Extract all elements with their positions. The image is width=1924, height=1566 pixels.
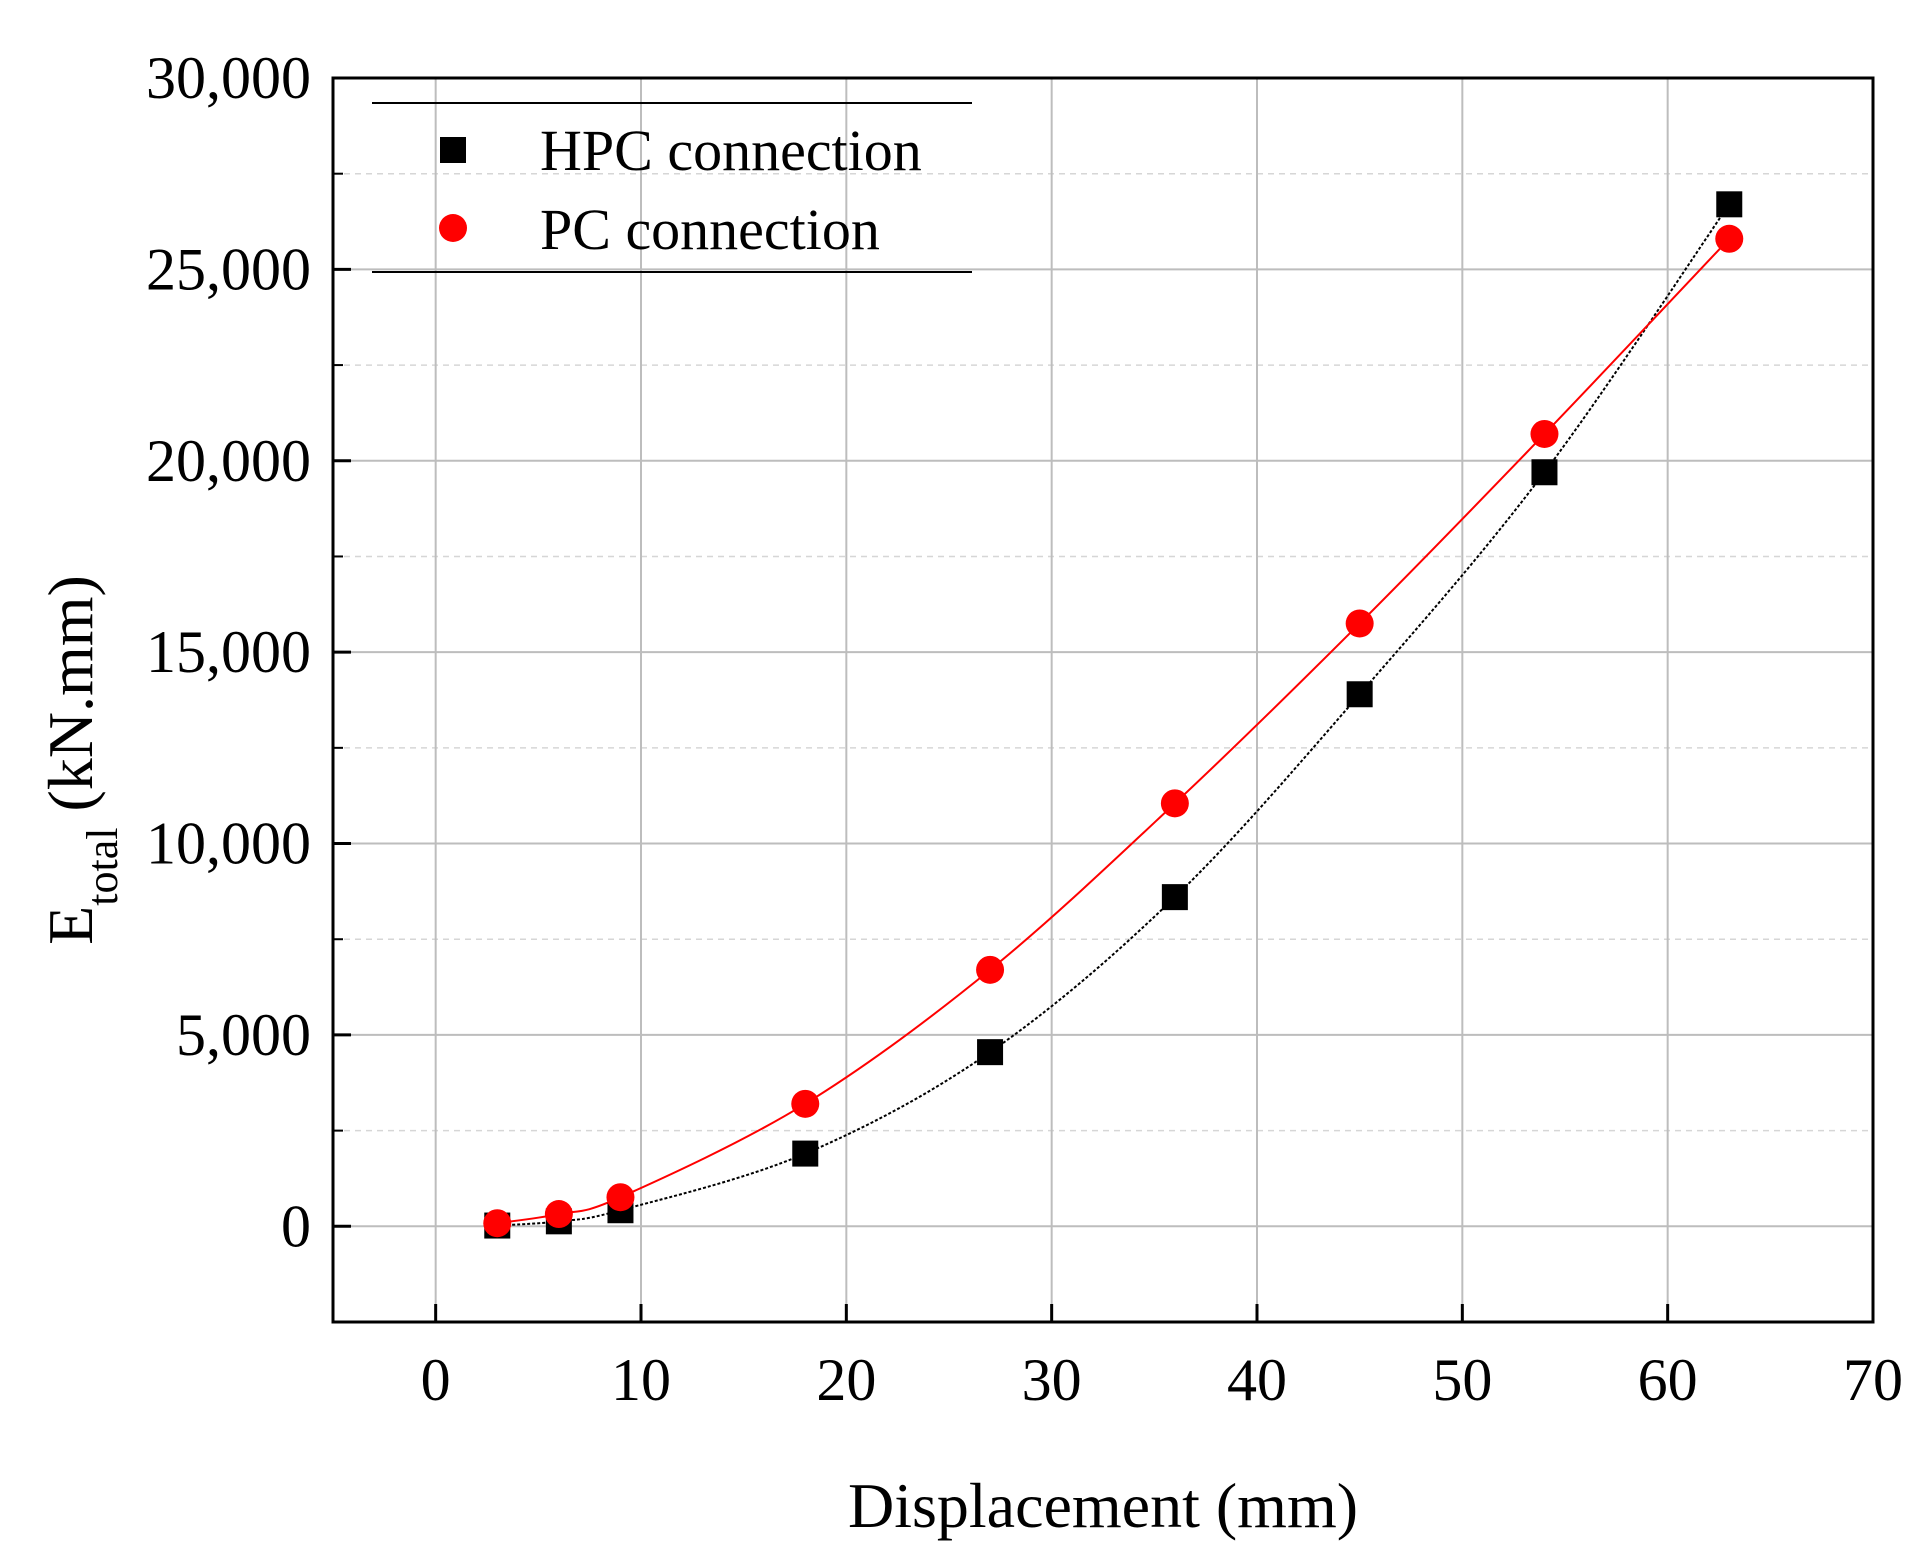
x-axis-title: Displacement (mm) bbox=[848, 1470, 1358, 1541]
legend-label-pc: PC connection bbox=[540, 197, 880, 262]
series-lines bbox=[497, 203, 1731, 1227]
x-tick-label: 0 bbox=[421, 1347, 451, 1413]
y-tick-label: 30,000 bbox=[146, 45, 311, 111]
x-tick-label: 40 bbox=[1227, 1347, 1287, 1413]
y-axis-title-unit: (kN.mm) bbox=[35, 575, 106, 827]
legend-label-hpc: HPC connection bbox=[540, 118, 922, 183]
data-point-hpc bbox=[1161, 884, 1188, 911]
svg-text:Etotal (kN.mm): Etotal (kN.mm) bbox=[35, 575, 127, 945]
data-point-pc bbox=[1715, 224, 1744, 253]
data-point-pc bbox=[976, 955, 1005, 984]
y-axis-title-main: E bbox=[35, 906, 106, 945]
legend-marker-pc-circle bbox=[439, 214, 467, 242]
data-point-pc bbox=[791, 1089, 820, 1118]
y-tick-label: 10,000 bbox=[146, 811, 311, 877]
x-tick-label: 20 bbox=[816, 1347, 876, 1413]
legend-marker-hpc-square bbox=[440, 137, 466, 163]
data-point-pc bbox=[483, 1209, 512, 1238]
series-line-pc bbox=[497, 238, 1730, 1225]
y-axis-title-subscript: total bbox=[78, 828, 127, 906]
y-tick-label: 5,000 bbox=[176, 1002, 311, 1068]
x-tick-label: 50 bbox=[1432, 1347, 1492, 1413]
x-tick-label: 70 bbox=[1843, 1347, 1903, 1413]
x-tick-label: 30 bbox=[1022, 1347, 1082, 1413]
axis-ticks bbox=[333, 76, 1875, 1322]
data-point-hpc bbox=[1346, 681, 1373, 708]
y-axis-title: Etotal (kN.mm) bbox=[35, 575, 127, 945]
legend: HPC connection PC connection bbox=[372, 102, 972, 273]
plot-series bbox=[483, 191, 1744, 1239]
data-point-hpc bbox=[1716, 191, 1743, 218]
data-point-pc bbox=[606, 1183, 635, 1212]
x-tick-label: 10 bbox=[611, 1347, 671, 1413]
series-line-hpc bbox=[497, 203, 1731, 1227]
data-point-hpc bbox=[792, 1140, 819, 1167]
series-markers bbox=[483, 191, 1744, 1239]
y-tick-label: 0 bbox=[281, 1193, 311, 1259]
y-tick-label: 15,000 bbox=[146, 619, 311, 685]
data-point-pc bbox=[1530, 419, 1559, 448]
y-tick-label: 20,000 bbox=[146, 428, 311, 494]
x-tick-label: 60 bbox=[1638, 1347, 1698, 1413]
data-point-pc bbox=[544, 1200, 573, 1229]
tick-labels: 0 10 20 30 40 50 60 70 0 5,000 10,000 15,000 20,000 2… bbox=[146, 45, 1903, 1413]
data-point-hpc bbox=[1531, 459, 1558, 486]
data-point-hpc bbox=[977, 1039, 1004, 1066]
data-point-pc bbox=[1160, 789, 1189, 818]
grid bbox=[333, 78, 1873, 1322]
data-point-pc bbox=[1345, 609, 1374, 638]
plot-frame bbox=[331, 76, 1875, 1324]
y-tick-label: 25,000 bbox=[146, 236, 311, 302]
